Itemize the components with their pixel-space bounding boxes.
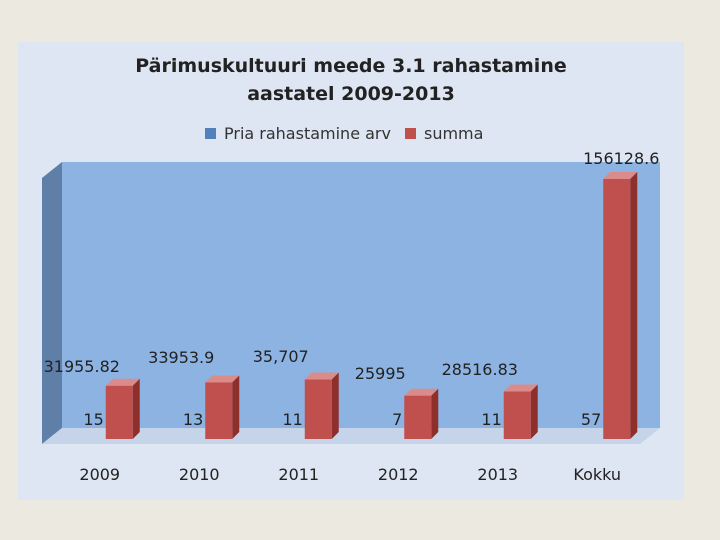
category-label-2012: 2012 [378,465,419,484]
legend-label-amount: summa [423,123,484,143]
chart-legend: Pria rahastamine arv summa [205,123,497,143]
category-label-2009: 2009 [79,465,120,484]
bar-summa-2010 [205,382,233,439]
bar-top-2011 [304,372,339,380]
amount-label-Kokku: 156128.6 [583,149,659,168]
category-label-2011: 2011 [278,465,319,484]
amount-label-2013: 28516.83 [442,360,518,379]
legend-item-count: Pria rahastamine arv [205,124,391,143]
legend-item-amount: summa [404,123,484,143]
amount-label-2011: 35,707 [253,347,309,366]
bar-side-2013 [530,384,538,439]
back-wall [62,162,660,428]
bar-side-2011 [331,372,339,439]
bar-summa-2009 [105,385,133,439]
count-label-2013: 11 [481,410,501,429]
bar-top-2010 [205,375,240,383]
legend-label-count: Pria rahastamine arv [224,123,391,143]
category-label-Kokku: Kokku [573,465,621,484]
bar-top-2009 [105,378,140,386]
side-wall [42,162,62,444]
chart-title-line-1: Pärimuskultuuri meede 3.1 rahastamine [135,55,567,77]
bar-top-2013 [503,384,538,392]
legend-swatch-amount [404,127,416,139]
category-label-2010: 2010 [179,465,220,484]
count-label-2012: 7 [392,410,402,429]
bar-side-Kokku [630,172,638,439]
count-label-Kokku: 57 [581,410,601,429]
chart-title-line-2: aastatel 2009-2013 [247,83,455,105]
count-label-2010: 13 [183,410,203,429]
count-label-2011: 11 [282,410,302,429]
category-label-2013: 2013 [477,465,518,484]
bar-summa-Kokku [603,179,631,439]
bar-side-2012 [431,388,439,439]
bar-side-2010 [232,375,240,439]
bar-summa-2012 [404,395,432,439]
bar-summa-2011 [304,379,332,439]
bar-top-Kokku [603,172,638,179]
amount-label-2010: 33953.9 [148,348,214,367]
chart-title: Pärimuskultuuri meede 3.1 rahastamine aa… [18,52,684,108]
count-label-2009: 15 [83,410,103,429]
bar-summa-2013 [503,391,531,439]
amount-label-2009: 31955.82 [44,357,120,376]
bar-side-2009 [132,378,140,439]
bar-top-2012 [404,388,439,396]
amount-label-2012: 25995 [355,364,406,383]
legend-swatch-count [205,127,216,139]
